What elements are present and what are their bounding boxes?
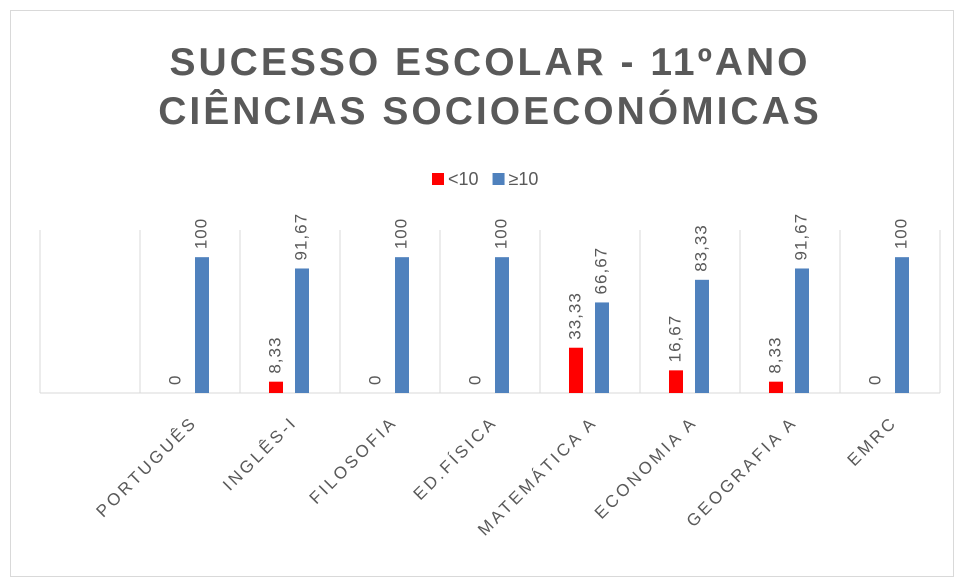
bar: [769, 381, 783, 393]
value-label: 83,33: [691, 224, 710, 272]
value-label: 0: [465, 375, 484, 385]
bar: [669, 370, 683, 393]
legend-label: <10: [448, 169, 479, 189]
value-label: 66,67: [591, 247, 610, 295]
chart-title: SUCESSO ESCOLAR - 11ºANO: [169, 41, 810, 84]
value-label: 91,67: [291, 213, 310, 261]
value-label: 16,67: [665, 315, 684, 363]
value-label: 100: [491, 218, 510, 249]
chart-title: CIÊNCIAS SOCIOECONÓMICAS: [158, 89, 822, 133]
legend-label: ≥10: [509, 169, 539, 189]
value-label: 8,33: [765, 337, 784, 374]
bar: [495, 257, 509, 393]
value-label: 0: [365, 375, 384, 385]
value-label: 8,33: [265, 337, 284, 374]
value-label: 100: [191, 218, 210, 249]
value-label: 100: [891, 218, 910, 249]
bar: [195, 257, 209, 393]
value-label: 0: [865, 375, 884, 385]
value-label: 100: [391, 218, 410, 249]
bar: [269, 381, 283, 393]
value-label: 0: [165, 375, 184, 385]
bar: [595, 302, 609, 393]
bar: [695, 279, 709, 393]
bar: [795, 268, 809, 393]
bar: [895, 257, 909, 393]
legend-swatch: [492, 173, 505, 185]
bar: [569, 347, 583, 393]
bar: [395, 257, 409, 393]
bar: [295, 268, 309, 393]
legend-swatch: [432, 173, 444, 185]
value-label: 91,67: [791, 213, 810, 261]
value-label: 33,33: [565, 292, 584, 340]
